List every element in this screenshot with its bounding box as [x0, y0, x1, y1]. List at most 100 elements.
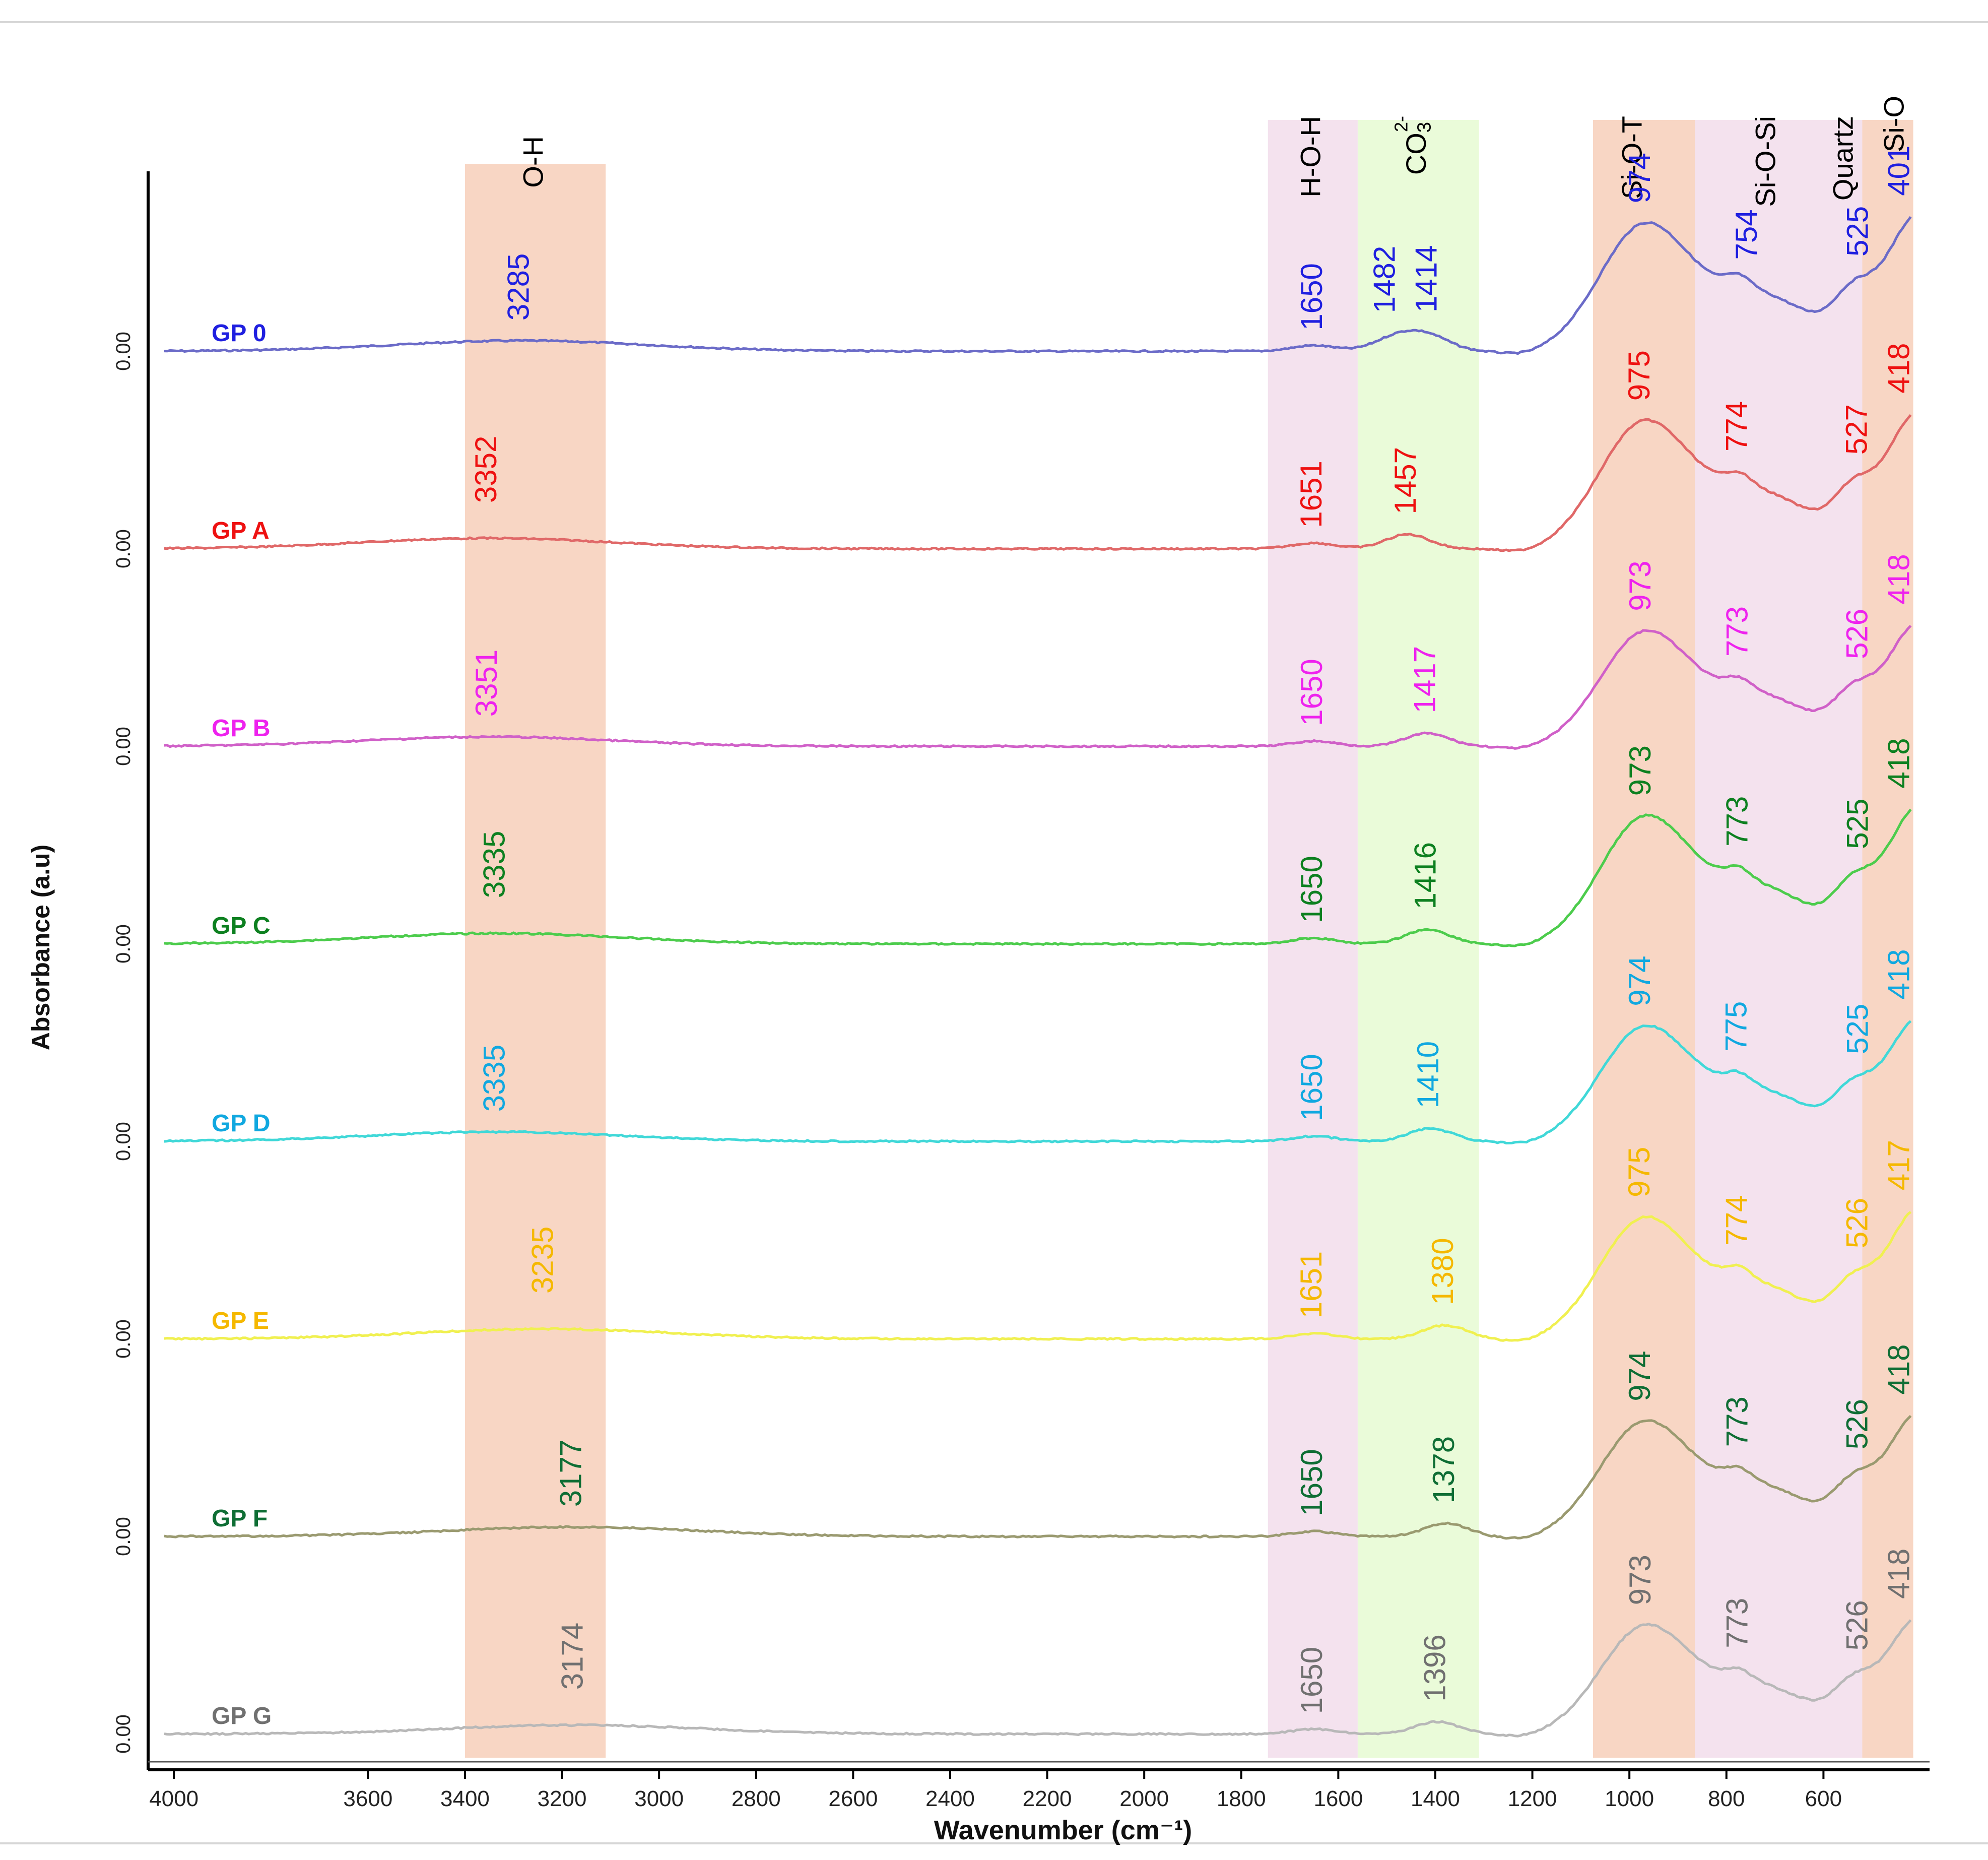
peak-label: 1650 — [1295, 1449, 1329, 1516]
x-tick-label: 2400 — [925, 1786, 975, 1811]
series-label: GP G — [212, 1703, 272, 1729]
peak-label: 3177 — [554, 1440, 588, 1507]
x-tick-label: 2600 — [828, 1786, 878, 1811]
x-tick-layer: 4000 3600 3400 3200 3000 2800 2600 2400 2200 2000… — [149, 1770, 1842, 1811]
peak-label: 1651 — [1294, 1251, 1328, 1318]
peak-label: 975 — [1622, 1147, 1656, 1197]
peak-label: 1650 — [1295, 659, 1329, 726]
peak-label: 775 — [1719, 1001, 1753, 1052]
series-label: GP A — [212, 518, 270, 544]
y-tick-label: 0.00 — [112, 529, 135, 568]
peak-label: 418 — [1882, 554, 1915, 604]
x-tick-label: 3400 — [440, 1786, 490, 1811]
peak-label: 1650 — [1295, 1647, 1329, 1714]
x-tick-label: 1200 — [1508, 1786, 1557, 1811]
x-tick-label: 1400 — [1411, 1786, 1460, 1811]
peak-label: 526 — [1840, 1600, 1874, 1650]
x-tick-label: 2000 — [1119, 1786, 1169, 1811]
peak-label: 526 — [1840, 1198, 1874, 1248]
peak-label: 418 — [1882, 1344, 1915, 1394]
peak-label: 1416 — [1408, 842, 1442, 909]
peak-label: 1457 — [1388, 447, 1422, 514]
peak-label: 3235 — [526, 1227, 560, 1294]
y-tick-label: 0.00 — [112, 1714, 135, 1754]
band-label-si-o: Si-O — [1878, 96, 1910, 152]
peak-label: 527 — [1840, 404, 1874, 455]
peak-label: 973 — [1623, 561, 1657, 611]
band-label-quartz: Quartz — [1827, 116, 1859, 201]
band-o-h — [465, 164, 606, 1758]
x-tick-label: 1800 — [1217, 1786, 1266, 1811]
x-tick-label: 4000 — [149, 1786, 198, 1811]
band-si-o — [1862, 120, 1913, 1758]
peak-label: 774 — [1720, 401, 1754, 452]
peak-label: 526 — [1840, 1399, 1874, 1449]
x-tick-label: 3600 — [343, 1786, 392, 1811]
x-tick-label: 2800 — [732, 1786, 781, 1811]
y-tick-label: 0.00 — [112, 332, 135, 371]
series-label: GP E — [212, 1308, 269, 1334]
peak-label: 1650 — [1295, 1054, 1329, 1121]
peak-label: 418 — [1882, 949, 1915, 999]
series-label: GP C — [212, 913, 270, 939]
peak-label: 1650 — [1295, 263, 1329, 330]
x-tick-label: 1000 — [1605, 1786, 1654, 1811]
peak-label: 525 — [1840, 799, 1874, 849]
x-tick-label: 800 — [1708, 1786, 1745, 1811]
x-tick-label: 600 — [1805, 1786, 1842, 1811]
trace-layer — [164, 216, 1912, 1738]
band-si-o-t — [1593, 120, 1695, 1758]
peak-label: 973 — [1623, 1555, 1657, 1605]
peak-label: 774 — [1720, 1195, 1754, 1246]
peak-label: 1650 — [1295, 856, 1329, 923]
trace-gp-c — [164, 808, 1912, 947]
y-tick-label: 0.00 — [112, 727, 135, 766]
peak-label: 417 — [1882, 1140, 1915, 1190]
band-label-o-h: O-H — [517, 136, 549, 188]
peak-label: 973 — [1623, 745, 1657, 796]
peak-label: 3351 — [470, 650, 503, 717]
peak-label: 1414 — [1409, 245, 1443, 312]
peak-label: 401 — [1882, 146, 1915, 196]
y-tick-label: 0.00 — [112, 1517, 135, 1556]
peak-label: 525 — [1840, 1004, 1874, 1054]
x-tick-label: 3000 — [634, 1786, 684, 1811]
y-tick-label: 0.00 — [112, 1122, 135, 1161]
peak-label: 1396 — [1418, 1634, 1452, 1701]
x-axis-title: Wavenumber (cm⁻¹) — [934, 1815, 1192, 1845]
band-si-o-si — [1695, 120, 1863, 1758]
peak-label: 773 — [1720, 1396, 1754, 1447]
series-label: GP F — [212, 1505, 268, 1532]
x-tick-label: 1600 — [1313, 1786, 1363, 1811]
peak-label: 525 — [1840, 206, 1874, 256]
series-label: GP 0 — [212, 320, 267, 347]
peak-label: 974 — [1623, 956, 1656, 1006]
trace-gp-a — [164, 414, 1912, 552]
peak-label: 773 — [1720, 606, 1754, 657]
peak-label: 1651 — [1294, 461, 1328, 528]
trace-gp-d — [164, 1020, 1912, 1144]
peak-label: 418 — [1882, 738, 1915, 789]
y-axis-title: Absorbance (a.u) — [27, 845, 55, 1050]
trace-gp-0 — [164, 216, 1912, 355]
trace-gp-f — [164, 1415, 1912, 1540]
peak-label: 3335 — [477, 1045, 511, 1112]
peak-label: 1378 — [1427, 1436, 1461, 1503]
peak-label: 975 — [1622, 350, 1656, 401]
band-label-si-o-t: Si-O-T — [1616, 116, 1648, 199]
band-label-si-o-si: Si-O-Si — [1749, 116, 1781, 207]
peak-label: 1380 — [1426, 1238, 1460, 1305]
peak-label: 1482 — [1368, 246, 1402, 313]
peak-label: 3174 — [555, 1623, 589, 1690]
peak-label: 974 — [1623, 1351, 1656, 1401]
y-tick-label: 0.00 — [112, 924, 135, 964]
series-label: GP D — [212, 1110, 270, 1137]
band-label-h-o-h: H-O-H — [1295, 116, 1327, 198]
peak-label: 1410 — [1411, 1041, 1445, 1108]
peak-label: 526 — [1840, 609, 1874, 659]
peak-label: 974 — [1623, 153, 1656, 203]
peak-label: 418 — [1882, 343, 1915, 394]
y-tick-label: 0.00 — [112, 1319, 135, 1359]
trace-gp-e — [164, 1211, 1912, 1342]
